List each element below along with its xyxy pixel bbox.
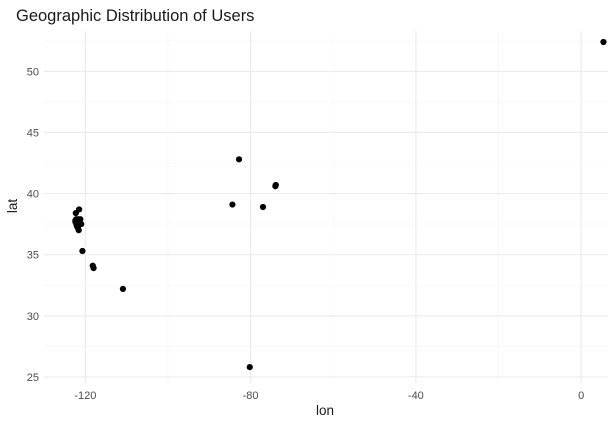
y-axis-title: lat <box>5 199 20 214</box>
chart-title: Geographic Distribution of Users <box>16 7 254 25</box>
x-tick-label: -120 <box>74 390 96 402</box>
x-tick-label: -80 <box>243 390 259 402</box>
data-point <box>235 156 243 163</box>
x-tick-label: -40 <box>408 390 424 402</box>
data-point <box>246 364 253 371</box>
y-tick-label: 50 <box>27 66 39 78</box>
y-tick-label: 35 <box>27 250 39 262</box>
y-tick-label: 45 <box>27 127 39 139</box>
minor-gridlines <box>44 31 608 383</box>
data-point <box>259 203 267 211</box>
data-point <box>119 285 127 292</box>
data-points <box>72 38 607 371</box>
y-axis-tick-labels: 25 30 35 40 45 50 <box>27 66 39 384</box>
data-point <box>72 210 79 217</box>
x-axis-title: lon <box>316 403 334 418</box>
y-tick-label: 30 <box>27 311 39 323</box>
y-tick-label: 40 <box>27 189 39 201</box>
data-point <box>90 265 97 272</box>
y-tick-label: 25 <box>27 372 39 384</box>
x-tick-label: 0 <box>578 390 584 402</box>
data-point <box>79 247 86 255</box>
data-point <box>272 183 279 190</box>
data-point <box>229 201 236 208</box>
data-point <box>75 216 82 223</box>
x-axis-tick-labels: -120 -80 -40 0 <box>74 390 584 402</box>
major-gridlines <box>44 31 608 383</box>
data-point <box>75 227 82 234</box>
data-point <box>600 38 607 46</box>
